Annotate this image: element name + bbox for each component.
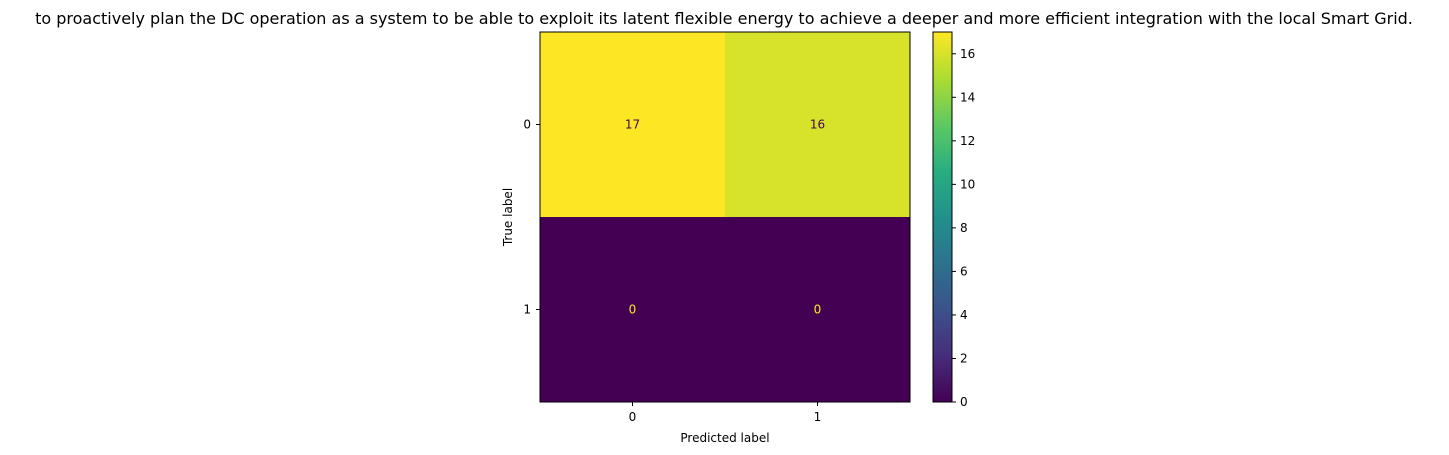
x-tick-label-0: 0 (629, 410, 637, 424)
y-axis-label: True label (501, 188, 515, 247)
y-axis-ticks: 01 (523, 118, 540, 317)
heatmap-cell-1-0 (540, 217, 726, 403)
colorbar-tick-label-0: 0 (960, 395, 968, 409)
colorbar-tick-label-7: 14 (960, 90, 975, 104)
x-tick-label-1: 1 (814, 410, 822, 424)
cell-value-1-0: 0 (629, 303, 637, 317)
heatmap-cell-0-0 (540, 32, 726, 218)
heatmap-cell-labels: 17 16 0 0 (625, 118, 825, 317)
y-tick-label-0: 0 (523, 118, 531, 132)
colorbar-tick-label-3: 6 (960, 264, 968, 278)
colorbar-tick-label-2: 4 (960, 308, 968, 322)
heatmap-cells (540, 32, 911, 403)
cell-value-1-1: 0 (814, 303, 822, 317)
colorbar-tick-label-6: 12 (960, 134, 975, 148)
heatmap-cell-1-1 (725, 217, 911, 403)
colorbar-tick-label-1: 2 (960, 351, 968, 365)
colorbar (932, 31, 953, 403)
chart-title: to proactively plan the DC operation as … (35, 9, 1413, 28)
cell-value-0-0: 17 (625, 118, 640, 132)
plot-frame (539, 31, 911, 403)
colorbar-ticks: 0 2 4 6 8 10 12 14 16 (952, 47, 975, 409)
x-axis-label: Predicted label (680, 431, 769, 445)
y-tick-label-1: 1 (523, 303, 531, 317)
heatmap-cell-0-1 (725, 32, 911, 218)
colorbar-tick-label-5: 10 (960, 177, 975, 191)
colorbar-tick-label-4: 8 (960, 221, 968, 235)
colorbar-tick-label-8: 16 (960, 47, 975, 61)
cell-value-0-1: 16 (810, 118, 825, 132)
